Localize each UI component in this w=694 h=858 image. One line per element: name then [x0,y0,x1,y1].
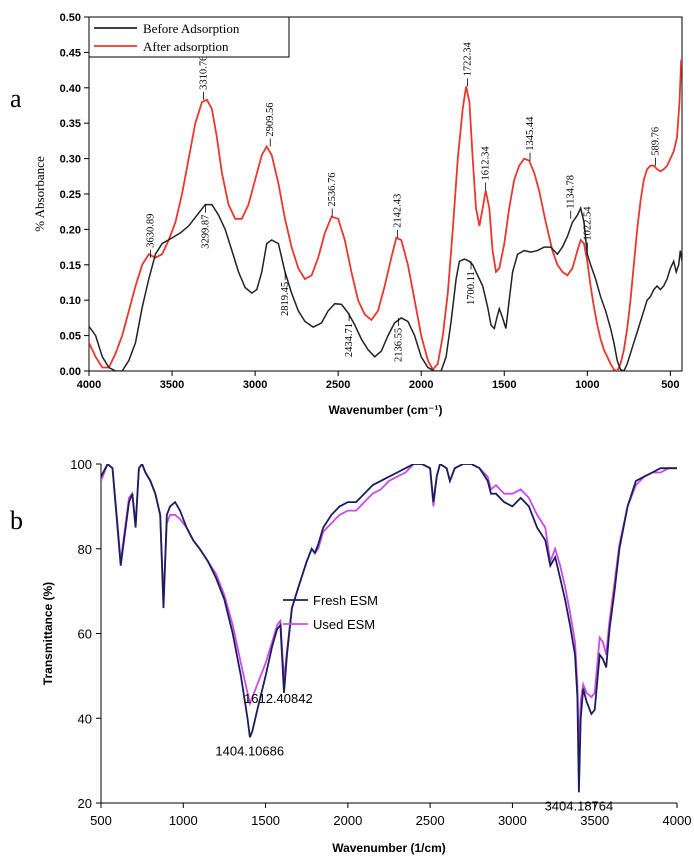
y-tick-label: 60 [78,627,92,642]
peak-label: 2536.76 [327,173,338,217]
x-tick-label: 2500 [326,379,350,391]
legend-label-after: After adsorption [143,39,229,54]
x-tick-label: 1500 [251,813,280,828]
peak-label: 1612.40842 [244,691,313,706]
x-tick-label: 3500 [580,813,609,828]
x-tick-label: 4000 [663,813,692,828]
series-line-used [101,464,677,757]
x-tick-label: 2000 [333,813,362,828]
chart-b: 20 40 60 80 100 500 1000 1500 2000 2500 3000 3500 40… [41,457,692,855]
panel-letter-a: a [10,84,22,113]
x-tick-label: 4000 [77,379,101,391]
peak-label: 1612.34 [481,146,492,191]
peak-label: 2819.45 [280,271,291,316]
panel-letter-b: b [10,506,23,535]
legend-label-used: Used ESM [313,617,375,632]
legend: Before Adsorption After adsorption [88,16,290,58]
peak-label: 1722.34 [462,42,473,87]
peak-label-text: 1345.44 [525,116,536,151]
legend-label-before: Before Adsorption [143,21,240,36]
x-tick-label: 2000 [409,379,433,391]
y-tick-label: 0.25 [60,189,81,201]
y-tick-label: 0.00 [60,366,81,378]
peak-label-text: 2819.45 [280,282,291,316]
peak-label: 2909.56 [265,102,276,147]
x-tick-label: 500 [661,379,679,391]
x-tick-label: 3500 [160,379,184,391]
series-line-before [89,203,682,371]
peak-label-text: 2142.43 [393,194,404,228]
y-tick-label: 0.50 [60,12,81,24]
legend: Fresh ESM Used ESM [283,593,378,632]
y-tick-label: 0.35 [60,118,81,130]
y-tick-label: 0.30 [60,154,81,166]
peak-label-text: 589.76 [651,127,662,156]
peak-label-text: 2136.55 [394,328,405,362]
y-axis-label: % Absorbance [32,156,47,232]
peak-label: 1022.54 [582,206,593,251]
peak-label-text: 3299.87 [200,215,211,249]
peak-label: 2142.43 [393,194,404,238]
x-tick-label: 1000 [575,379,599,391]
peak-label-text: 2536.76 [327,173,338,207]
y-tick-label: 0.05 [60,331,81,343]
y-axis-label: Transmittance (%) [41,582,55,685]
x-axis-label: Wavenumber (1/cm) [332,841,446,855]
peak-label-text: 1612.34 [481,146,492,181]
x-tick-label: 1500 [492,379,516,391]
peak-label-text: 1700.11 [466,271,477,305]
x-tick-label: 3000 [243,379,267,391]
peak-label-text: 1022.54 [582,206,593,241]
y-tick-label: 40 [78,711,92,726]
y-tick-label: 80 [78,542,92,557]
legend-label-fresh: Fresh ESM [313,593,378,608]
peak-label: 2434.71 [344,312,355,357]
peak-label-text: 3310.76 [199,56,210,90]
peak-label: 1345.44 [525,116,536,161]
y-tick-label: 0.40 [60,83,81,95]
y-tick-label: 100 [70,457,92,472]
x-axis-label: Wavenumber (cm⁻¹) [329,403,443,417]
peak-label-text: 3630.89 [145,214,156,248]
peak-label: 3299.87 [200,204,211,249]
y-tick-label: 20 [78,796,92,811]
y-tick-label: 0.45 [60,47,81,59]
peak-label-text: 1722.34 [462,42,473,77]
y-tick-label: 0.20 [60,224,81,236]
peak-label: 2136.55 [394,317,405,362]
peak-label: 3404.18764 [545,798,614,813]
y-tick-label: 0.10 [60,295,81,307]
x-tick-label: 500 [90,813,112,828]
y-tick-label: 0.15 [60,260,81,272]
plot-frame [88,16,683,372]
peak-label-text: 2909.56 [265,102,276,136]
peak-label: 1404.10686 [215,743,284,758]
x-tick-label: 3000 [498,813,527,828]
peak-label: 3310.76 [199,56,210,100]
series-line-after [89,59,682,371]
series-line-fresh [101,464,677,793]
peak-label-text: 2434.71 [344,323,355,357]
x-tick-label: 2500 [416,813,445,828]
chart-a: 0.00 0.05 0.10 0.15 0.20 0.25 0.30 0.35 0.40 0.45… [32,12,683,417]
peak-label: 3630.89 [145,214,156,258]
peak-label: 1134.78 [566,175,577,219]
peak-label-text: 1134.78 [566,175,577,209]
peak-label: 589.76 [651,127,662,166]
peak-label: 1700.11 [466,261,477,305]
legend-box [88,16,290,58]
x-tick-label: 1000 [169,813,198,828]
